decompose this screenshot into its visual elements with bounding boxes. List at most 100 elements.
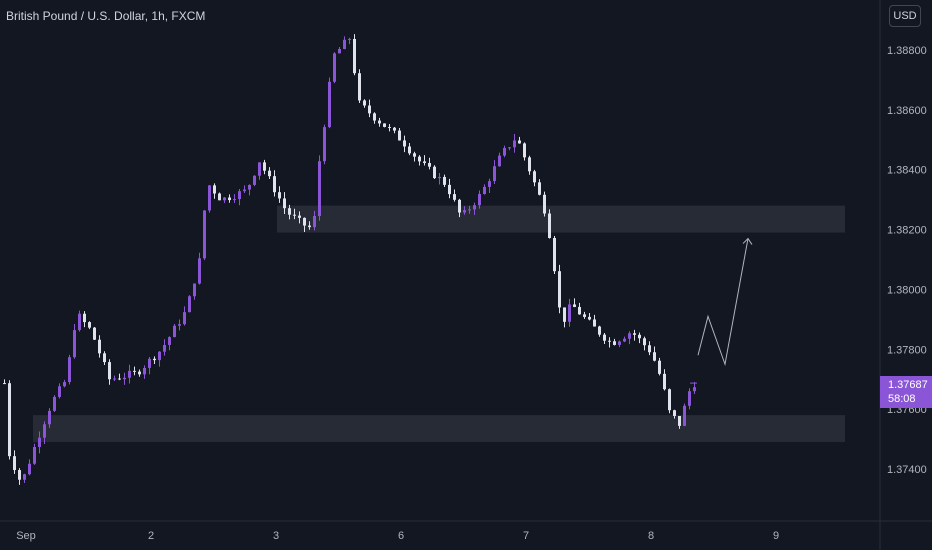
candle-body — [563, 307, 566, 322]
projection-layer — [690, 237, 753, 384]
candle-body — [598, 326, 601, 335]
candle-body — [193, 283, 196, 297]
candle-body — [628, 333, 631, 339]
candle-body — [518, 140, 521, 144]
candle-body — [213, 185, 216, 194]
candle-body — [103, 353, 106, 363]
projection-arrowhead — [742, 237, 753, 245]
candle-body — [188, 296, 191, 313]
candle-body — [443, 176, 446, 185]
time-axis-label: 6 — [398, 530, 404, 542]
time-axis-label: 3 — [273, 530, 279, 542]
candle-body — [418, 156, 421, 162]
time-axis-label: 9 — [773, 530, 779, 542]
candle-body — [88, 322, 91, 328]
candle-body — [168, 337, 171, 345]
candle-body — [293, 214, 296, 216]
candle-body — [228, 197, 231, 201]
candle-body — [638, 334, 641, 339]
candle-body — [593, 319, 596, 327]
candle-body — [643, 338, 646, 346]
candle-body — [493, 166, 496, 182]
candle-body — [178, 324, 181, 326]
candle-body — [403, 140, 406, 147]
candle-body — [608, 340, 611, 342]
candle-body — [383, 123, 386, 127]
candle-body — [138, 371, 141, 375]
candle-body — [233, 199, 236, 201]
last-price-badge: 1.37687 58:08 — [880, 376, 932, 408]
price-axis-label: 1.38400 — [887, 165, 927, 177]
projection-path[interactable] — [697, 238, 749, 367]
price-axis[interactable]: 1.38800 1.38600 1.38400 1.38200 1.38000 1.378… — [887, 45, 927, 476]
candle-body — [48, 410, 51, 425]
zones-layer — [33, 205, 845, 443]
candle-body — [348, 38, 351, 40]
bar-countdown: 58:08 — [888, 393, 916, 405]
candles-layer — [3, 34, 696, 485]
candle-body — [258, 162, 261, 176]
candle-body — [368, 105, 371, 114]
candle-body — [183, 312, 186, 325]
time-axis-label: Sep — [16, 530, 36, 542]
candle-body — [243, 189, 246, 192]
candle-body — [323, 127, 326, 162]
candle-body — [658, 360, 661, 374]
candle-body — [458, 199, 461, 213]
candle-body — [533, 171, 536, 183]
currency-button[interactable]: USD — [889, 5, 921, 27]
candle-body — [78, 313, 81, 331]
price-zone[interactable] — [277, 205, 845, 233]
candle-body — [203, 210, 206, 259]
candle-body — [408, 146, 411, 154]
candle-body — [413, 153, 416, 157]
candle-body — [288, 208, 291, 215]
candle-body — [468, 209, 471, 211]
price-zone[interactable] — [33, 415, 845, 443]
candle-body — [28, 463, 31, 475]
candle-body — [523, 143, 526, 158]
candle-body — [668, 389, 671, 411]
candle-body — [63, 382, 66, 387]
candle-body — [653, 352, 656, 361]
candle-body — [273, 176, 276, 193]
candle-body — [248, 184, 251, 190]
candle-body — [263, 162, 266, 171]
candle-body — [693, 387, 696, 392]
candle-body — [308, 225, 311, 228]
candle-body — [373, 113, 376, 121]
candle-body — [108, 362, 111, 380]
candle-body — [18, 470, 21, 480]
candle-body — [448, 184, 451, 195]
candle-body — [358, 73, 361, 101]
candle-body — [143, 367, 146, 375]
candle-body — [328, 81, 331, 128]
candle-body — [508, 147, 511, 149]
candle-body — [433, 166, 436, 179]
candle-body — [163, 344, 166, 352]
candle-body — [438, 176, 441, 179]
price-axis-label: 1.38600 — [887, 105, 927, 117]
time-axis[interactable]: Sep 2 3 6 7 8 9 — [16, 530, 779, 542]
candle-body — [13, 456, 16, 471]
candle-body — [53, 396, 56, 411]
candle-body — [123, 377, 126, 380]
price-axis-label: 1.37400 — [887, 464, 927, 476]
candle-body — [268, 170, 271, 177]
candle-body — [303, 217, 306, 226]
candle-body — [528, 157, 531, 172]
candle-body — [483, 186, 486, 195]
candle-body — [548, 213, 551, 239]
candle-body — [623, 338, 626, 342]
candle-body — [488, 181, 491, 187]
candle-body — [8, 383, 11, 457]
last-price-value: 1.37687 — [888, 379, 928, 391]
candle-body — [343, 39, 346, 50]
symbol-title: British Pound / U.S. Dollar, 1h, FXCM — [6, 9, 206, 23]
price-axis-label: 1.37800 — [887, 344, 927, 356]
candle-body — [513, 140, 516, 148]
candle-body — [3, 383, 6, 385]
time-axis-label: 7 — [523, 530, 529, 542]
candle-body — [618, 341, 621, 345]
